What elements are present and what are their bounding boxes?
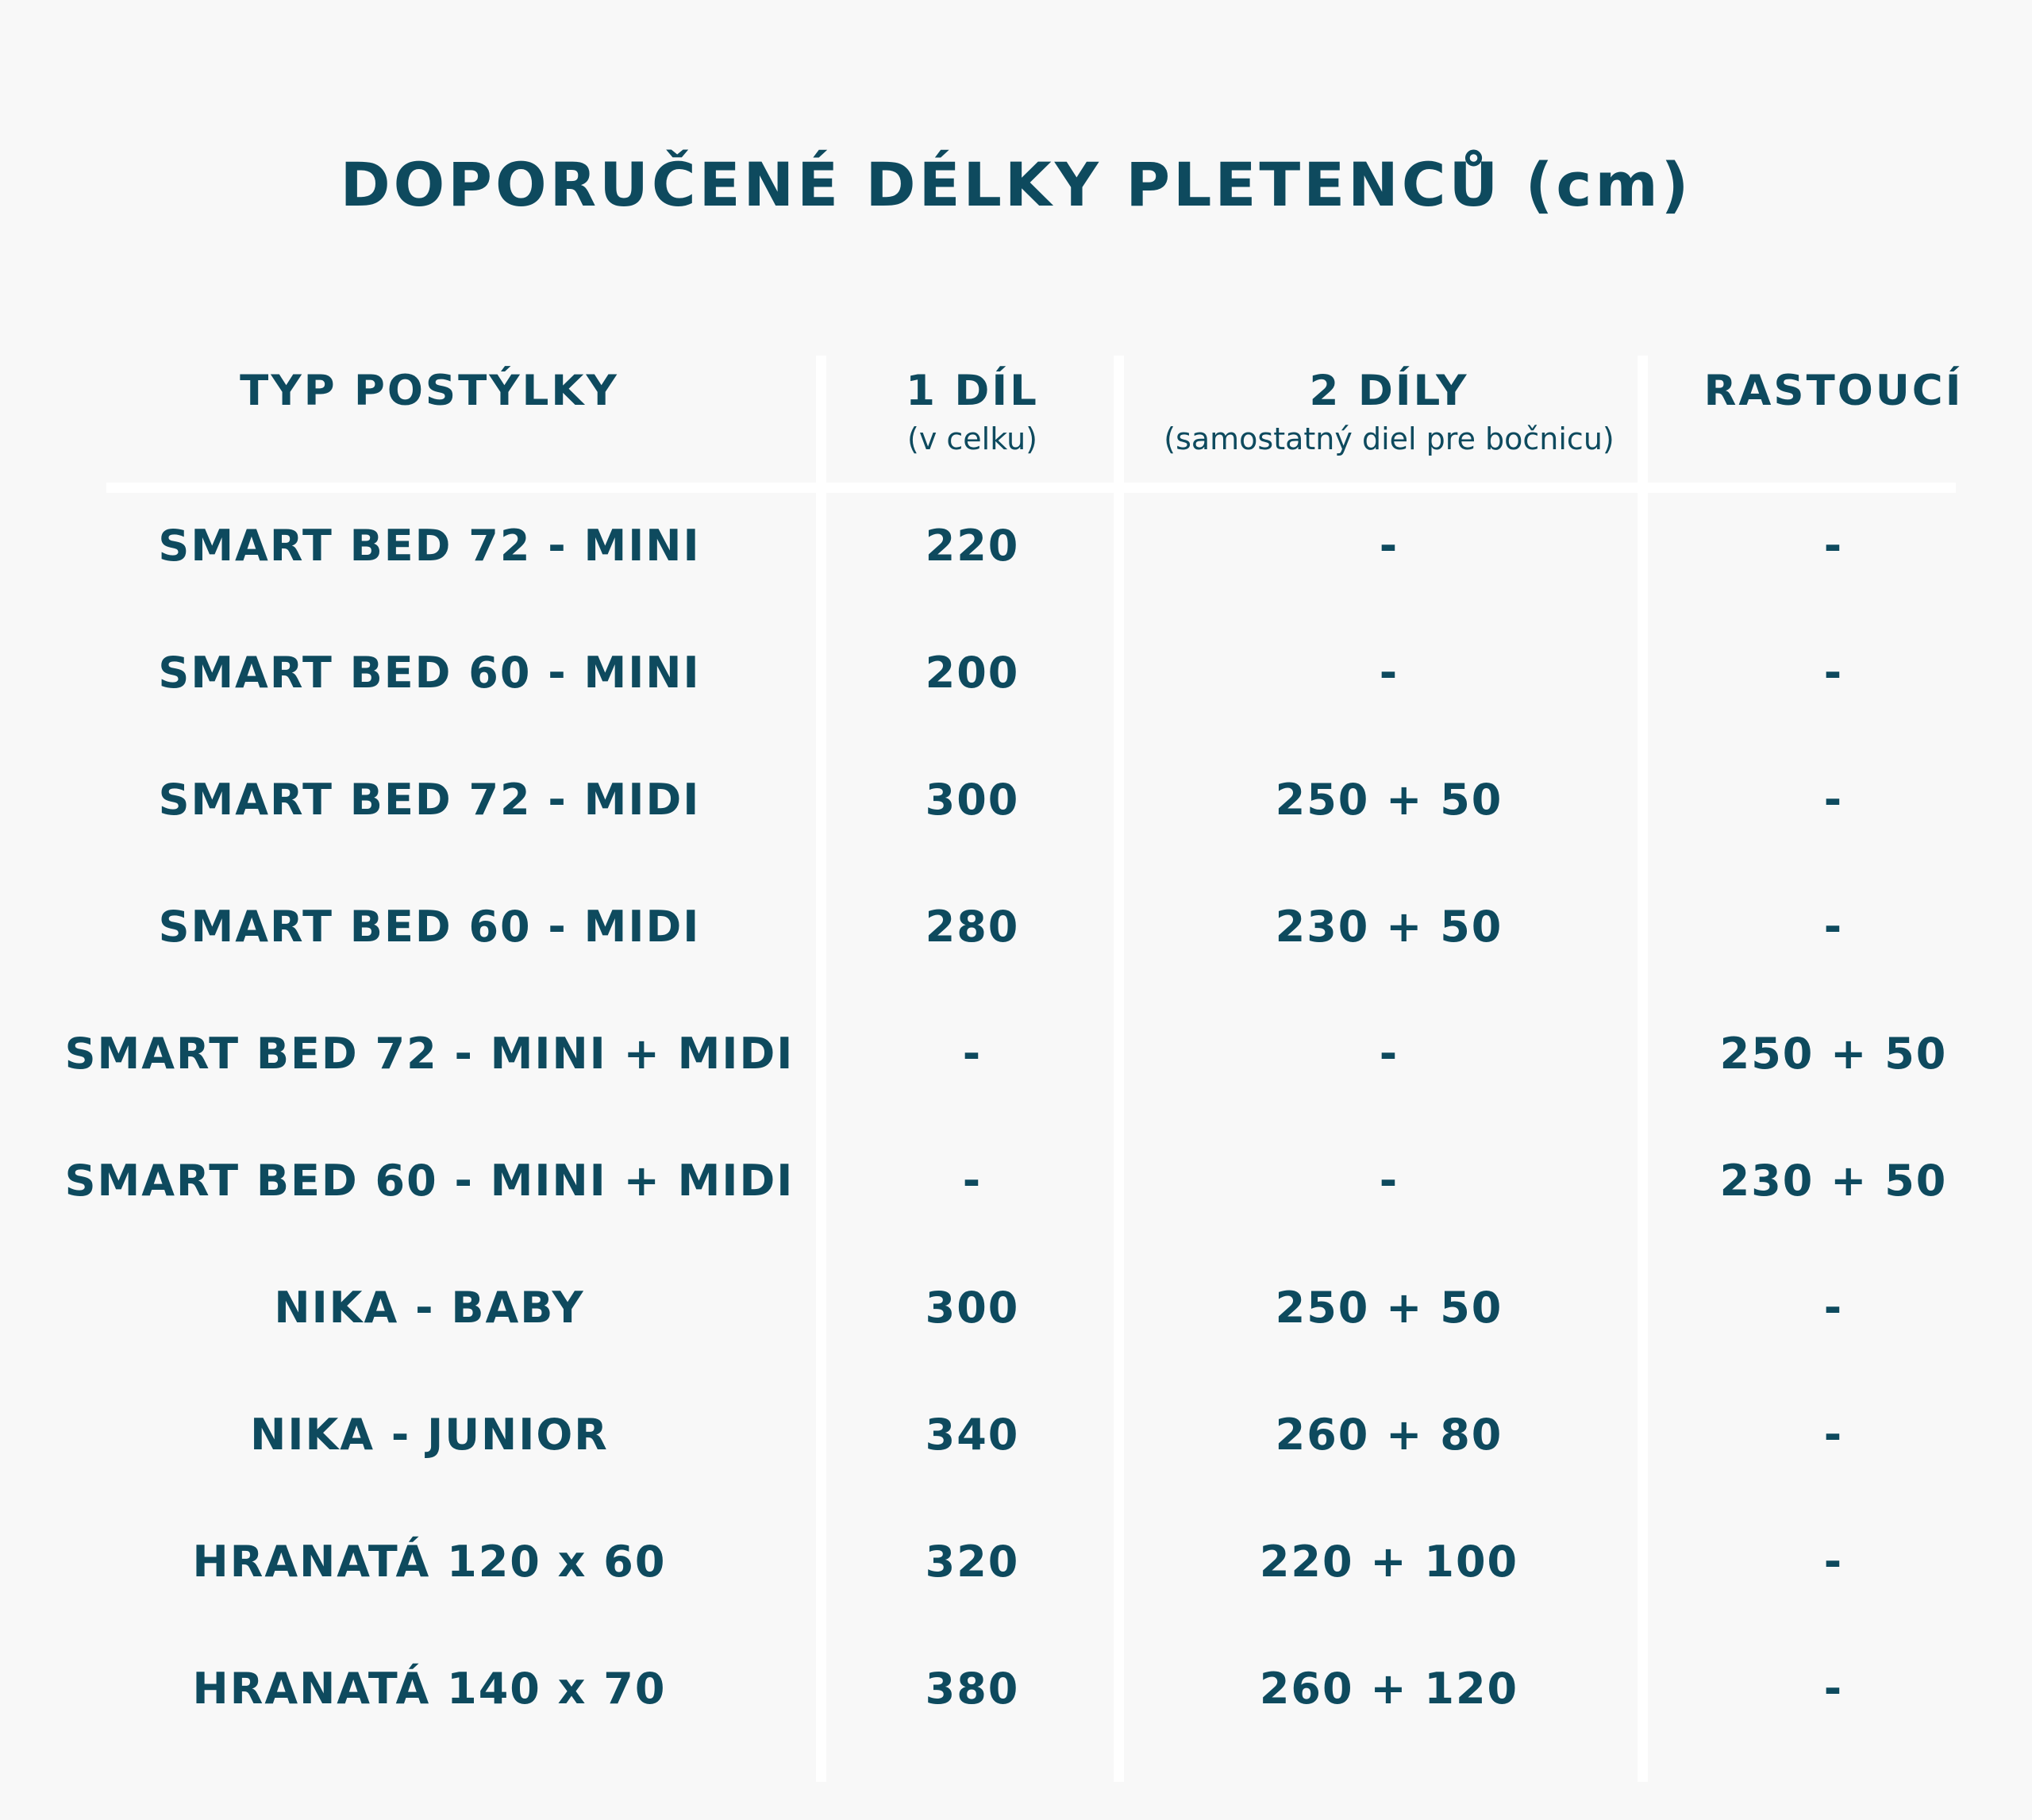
cell-growing: - — [1823, 1664, 1844, 1714]
header-growing-label: RASTOUCÍ — [1703, 367, 1964, 415]
table-row: SMART BED 72 - MINI + MIDI - - 250 + 50 — [0, 1014, 2032, 1094]
cell-two-parts: - — [1379, 1029, 1399, 1079]
header-one-part-label: 1 DÍL — [906, 367, 1039, 415]
header-two-parts-sub: (samostatný diel pre bočnicu) — [1164, 421, 1614, 456]
cell-bed-type: HRANATÁ 140 x 70 — [192, 1664, 667, 1714]
cell-one-part: 200 — [925, 648, 1020, 698]
header-divider — [106, 483, 1956, 493]
column-divider — [1638, 356, 1648, 1782]
cell-two-parts: 250 + 50 — [1275, 1283, 1503, 1333]
column-divider — [1114, 356, 1124, 1782]
table-row: HRANATÁ 120 x 60 320 220 + 100 - — [0, 1522, 2032, 1602]
cell-bed-type: NIKA - BABY — [274, 1283, 585, 1333]
cell-growing: - — [1823, 521, 1844, 571]
cell-two-parts: - — [1379, 648, 1399, 698]
cell-two-parts: - — [1379, 1156, 1399, 1206]
cell-one-part: 300 — [925, 1283, 1020, 1333]
cell-growing: - — [1823, 1283, 1844, 1333]
header-two-parts-label: 2 DÍLY — [1309, 367, 1469, 415]
cell-growing: - — [1823, 648, 1844, 698]
cell-one-part: - — [962, 1029, 983, 1079]
table-row: SMART BED 60 - MINI + MIDI - - 230 + 50 — [0, 1141, 2032, 1221]
header-type-label: TYP POSTÝLKY — [240, 367, 619, 415]
cell-growing: 230 + 50 — [1719, 1156, 1948, 1206]
cell-bed-type: SMART BED 60 - MINI — [158, 648, 701, 698]
table-row: SMART BED 60 - MIDI 280 230 + 50 - — [0, 887, 2032, 967]
table-row: SMART BED 72 - MIDI 300 250 + 50 - — [0, 760, 2032, 840]
cell-two-parts: 220 + 100 — [1259, 1537, 1519, 1587]
cell-one-part: - — [962, 1156, 983, 1206]
cell-growing: - — [1823, 1537, 1844, 1587]
cell-growing: - — [1823, 1410, 1844, 1460]
cell-bed-type: HRANATÁ 120 x 60 — [192, 1537, 667, 1587]
table-row: SMART BED 72 - MINI 220 - - — [0, 506, 2032, 586]
cell-one-part: 280 — [925, 902, 1020, 952]
header-two-parts: 2 DÍLY (samostatný diel pre bočnicu) — [1127, 364, 1651, 457]
page-title: DOPORUČENÉ DÉLKY PLETENCŮ (cm) — [340, 149, 1692, 220]
cell-two-parts: 260 + 80 — [1275, 1410, 1503, 1460]
cell-one-part: 220 — [925, 521, 1020, 571]
cell-two-parts: - — [1379, 521, 1399, 571]
table-row: SMART BED 60 - MINI 200 - - — [0, 633, 2032, 713]
cell-two-parts: 230 + 50 — [1275, 902, 1503, 952]
cell-one-part: 300 — [925, 775, 1020, 825]
table-row: NIKA - JUNIOR 340 260 + 80 - — [0, 1395, 2032, 1475]
cell-one-part: 380 — [925, 1664, 1020, 1714]
cell-two-parts: 250 + 50 — [1275, 775, 1503, 825]
cell-bed-type: SMART BED 72 - MINI — [158, 521, 701, 571]
header-one-part: 1 DÍL (v celku) — [826, 364, 1119, 457]
cell-growing: - — [1823, 775, 1844, 825]
cell-bed-type: NIKA - JUNIOR — [250, 1410, 609, 1460]
cell-growing: 250 + 50 — [1719, 1029, 1948, 1079]
table-row: NIKA - BABY 300 250 + 50 - — [0, 1268, 2032, 1348]
cell-growing: - — [1823, 902, 1844, 952]
cell-bed-type: SMART BED 72 - MIDI — [158, 775, 701, 825]
cell-two-parts: 260 + 120 — [1259, 1664, 1519, 1714]
cell-bed-type: SMART BED 60 - MINI + MIDI — [64, 1156, 795, 1206]
cell-bed-type: SMART BED 72 - MINI + MIDI — [64, 1029, 795, 1079]
header-growing: RASTOUCÍ — [1667, 364, 2000, 419]
column-divider — [816, 356, 826, 1782]
cell-bed-type: SMART BED 60 - MIDI — [158, 902, 701, 952]
table-row: HRANATÁ 140 x 70 380 260 + 120 - — [0, 1649, 2032, 1729]
header-type: TYP POSTÝLKY — [48, 364, 811, 419]
header-one-part-sub: (v celku) — [907, 421, 1037, 456]
cell-one-part: 340 — [925, 1410, 1020, 1460]
cell-one-part: 320 — [925, 1537, 1020, 1587]
